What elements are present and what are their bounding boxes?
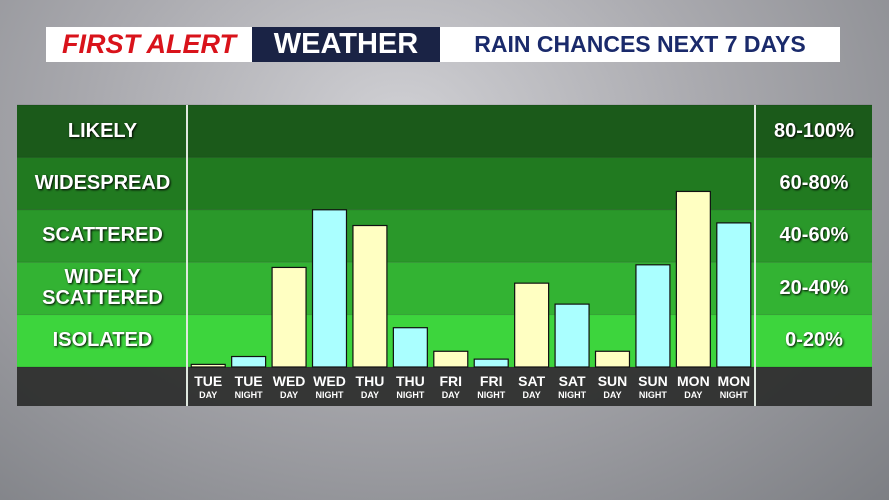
bar — [716, 222, 752, 368]
x-tick-label: MON — [717, 373, 750, 389]
x-tick-label: WED — [273, 373, 306, 389]
band-range: 20-40% — [779, 276, 849, 299]
x-tick-sublabel: NIGHT — [235, 390, 264, 400]
x-tick-sublabel: DAY — [603, 390, 621, 400]
x-tick-sublabel: NIGHT — [639, 390, 668, 400]
x-tick-sublabel: DAY — [523, 390, 541, 400]
bar — [635, 264, 671, 368]
bar — [594, 350, 631, 368]
bar — [311, 209, 348, 368]
x-tick-label: FRI — [480, 373, 503, 389]
x-tick-label: SUN — [598, 373, 628, 389]
x-tick-label: TUE — [194, 373, 222, 389]
x-tick-label: THU — [356, 373, 385, 389]
section: WEATHER — [252, 27, 440, 62]
band-name: WIDELY SCATTERED — [42, 266, 163, 310]
x-tick-sublabel: DAY — [280, 390, 298, 400]
band-name: SCATTERED — [42, 224, 163, 247]
bar — [352, 224, 388, 368]
x-tick-sublabel: NIGHT — [477, 390, 506, 400]
band-range: 40-60% — [779, 224, 849, 247]
x-tick-sublabel: DAY — [199, 390, 217, 400]
band-name: WIDESPREAD — [34, 172, 171, 195]
x-tick-sublabel: NIGHT — [720, 390, 749, 400]
x-tick-sublabel: DAY — [361, 390, 379, 400]
bar — [433, 350, 469, 368]
band-name: ISOLATED — [52, 329, 153, 352]
x-tick-label: SAT — [518, 373, 545, 389]
band-range: 60-80% — [779, 172, 849, 195]
chart-title: RAIN CHANCES NEXT 7 DAYS — [440, 27, 840, 62]
x-tick-label: WED — [313, 373, 346, 389]
band-name: LIKELY — [67, 119, 138, 142]
band-range: 80-100% — [773, 119, 855, 142]
band — [17, 157, 872, 210]
band — [17, 105, 872, 158]
x-tick-label: SAT — [559, 373, 586, 389]
bar — [675, 190, 711, 368]
x-tick-sublabel: DAY — [442, 390, 460, 400]
x-tick-label: SUN — [638, 373, 668, 389]
bar — [473, 358, 509, 368]
band-range: 0-20% — [785, 329, 843, 352]
x-tick-sublabel: NIGHT — [316, 390, 345, 400]
x-tick-sublabel: NIGHT — [558, 390, 587, 400]
bar — [231, 355, 267, 368]
bar — [392, 327, 428, 368]
x-tick-label: MON — [677, 373, 710, 389]
category-row — [17, 367, 872, 406]
x-tick-sublabel: DAY — [684, 390, 702, 400]
x-tick-label: TUE — [235, 373, 263, 389]
bar — [271, 266, 307, 368]
x-tick-label: THU — [396, 373, 425, 389]
bar — [514, 282, 550, 368]
x-tick-sublabel: NIGHT — [396, 390, 425, 400]
brand: FIRST ALERT — [46, 27, 252, 62]
bar — [554, 303, 590, 368]
x-tick-label: FRI — [440, 373, 463, 389]
bar — [190, 363, 226, 368]
